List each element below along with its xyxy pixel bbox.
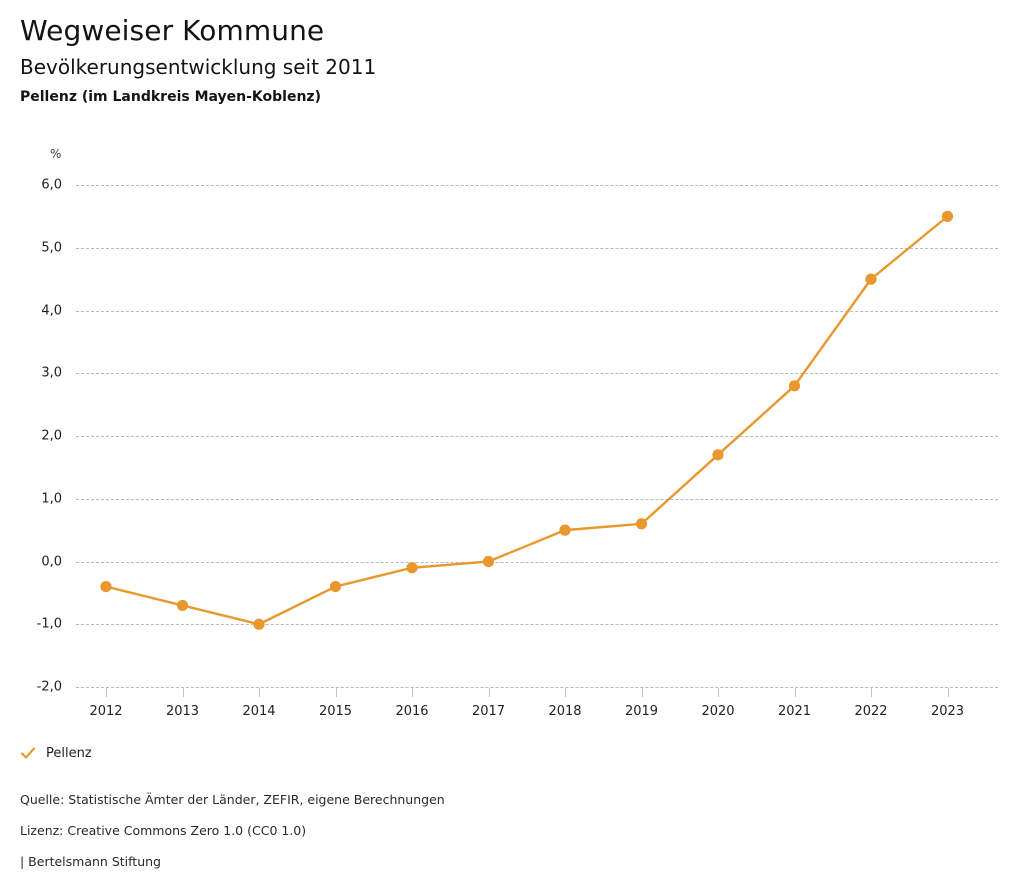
series-plot	[100, 210, 954, 630]
gridline	[76, 373, 998, 375]
data-point-marker[interactable]	[406, 562, 418, 574]
data-point-marker[interactable]	[253, 618, 265, 630]
x-axis-tick-label: 2016	[395, 704, 429, 719]
x-axis-tick-mark	[871, 688, 872, 697]
x-axis-tick-label: 2023	[930, 704, 965, 719]
x-axis-tick-mark	[488, 688, 490, 697]
page-title: Wegweiser Kommune	[20, 14, 325, 47]
gridline	[76, 498, 998, 500]
y-axis-tick-label: 3,0	[41, 365, 62, 381]
y-axis-tick-label: 4,0	[41, 303, 62, 318]
gridline	[76, 624, 998, 626]
data-point-marker[interactable]	[176, 599, 189, 612]
gridline	[76, 247, 998, 249]
gridline	[76, 561, 998, 563]
x-axis-tick-mark	[794, 688, 796, 697]
y-axis-tick-label: -1,0	[36, 616, 62, 632]
x-axis-tick-label: 2020	[701, 704, 735, 719]
x-axis-tick-label: 2014	[242, 704, 276, 719]
series-line	[104, 215, 949, 626]
x-axis-tick-mark	[718, 688, 719, 697]
chart-plot-area: % 6,0 5,0 4,0 3,0 2,0 1,0 0,0 -1,0 -2,0 2012 2013…	[36, 147, 998, 719]
x-axis-tick-label: 2022	[854, 704, 888, 719]
x-axis-tick-label: 2012	[89, 704, 123, 719]
chart-legend[interactable]: Pellenz	[20, 745, 92, 761]
y-axis-unit-label: %	[50, 147, 62, 161]
x-axis-tick-label: 2013	[165, 704, 200, 719]
x-axis-tick-label: 2017	[471, 704, 506, 719]
chart-region-label: Pellenz (im Landkreis Mayen-Koblenz)	[20, 89, 321, 105]
chart-footer: Quelle: Statistische Ämter der Länder, Z…	[20, 784, 1000, 877]
y-axis-tick-label: 2,0	[41, 428, 62, 444]
x-axis-tick-mark	[106, 688, 107, 697]
x-axis-tick-label: 2021	[777, 704, 812, 719]
y-axis-tick-label: 6,0	[41, 177, 62, 193]
data-point-marker[interactable]	[559, 524, 571, 536]
y-axis-tick-label: 0,0	[41, 554, 62, 569]
gridline	[76, 310, 998, 312]
data-point-marker[interactable]	[635, 518, 648, 530]
legend-item-label: Pellenz	[46, 745, 92, 761]
license-text: Lizenz: Creative Commons Zero 1.0 (CC0 1…	[20, 823, 307, 838]
data-point-marker[interactable]	[712, 449, 724, 461]
check-icon	[20, 747, 36, 759]
gridline	[76, 687, 998, 688]
data-point-marker[interactable]	[865, 273, 877, 285]
publisher-text: | Bertelsmann Stiftung	[20, 854, 161, 869]
x-axis-tick-mark	[565, 688, 566, 697]
data-point-marker[interactable]	[482, 555, 495, 568]
y-axis-tick-label: 5,0	[41, 240, 62, 256]
x-axis-tick-mark	[412, 688, 413, 697]
x-axis-tick-mark	[259, 688, 260, 697]
x-axis-tick-mark	[335, 688, 337, 697]
x-axis-tick-mark	[947, 688, 949, 697]
data-point-marker[interactable]	[788, 380, 801, 392]
chart-subtitle: Bevölkerungsentwicklung seit 2011	[20, 55, 377, 79]
x-axis-tick-label: 2018	[548, 704, 582, 719]
data-point-marker[interactable]	[941, 210, 954, 222]
x-axis-tick-mark	[641, 688, 643, 697]
y-axis-tick-label: 1,0	[41, 491, 62, 507]
data-point-marker[interactable]	[100, 581, 112, 593]
gridline	[76, 185, 998, 186]
gridline	[76, 436, 998, 437]
x-axis-tick-label: 2015	[318, 704, 353, 719]
y-axis-tick-label: -2,0	[36, 679, 62, 695]
x-axis-tick-label: 2019	[624, 704, 659, 719]
data-point-marker[interactable]	[329, 581, 342, 593]
source-text: Quelle: Statistische Ämter der Länder, Z…	[20, 792, 445, 807]
x-axis-tick-mark	[182, 688, 184, 697]
chart-header: Wegweiser Kommune Bevölkerungsentwicklun…	[20, 14, 1000, 107]
